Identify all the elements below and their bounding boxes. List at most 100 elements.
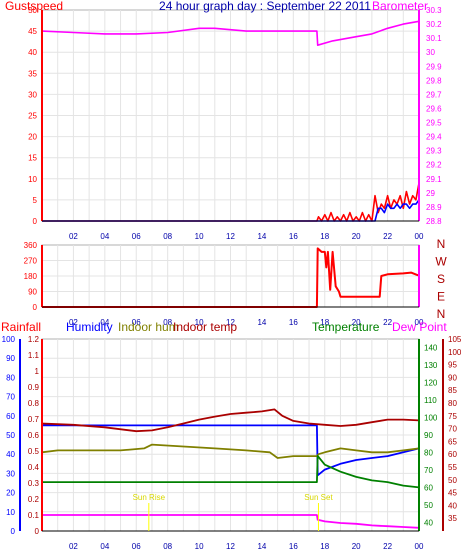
x-tick-label: 18 xyxy=(320,542,329,551)
gustspeed-tick-label: 30 xyxy=(28,90,37,99)
rainfall-tick-label: 0 xyxy=(35,527,40,536)
compass-label: N xyxy=(437,307,446,321)
x-tick-label: 08 xyxy=(163,318,172,327)
x-tick-label: 04 xyxy=(100,542,109,551)
x-tick-label: 00 xyxy=(415,318,424,327)
x-tick-label: 12 xyxy=(226,232,235,241)
humidity-tick-label: 70 xyxy=(6,393,15,402)
indoor-temp-tick-label: 55 xyxy=(448,463,457,472)
indoor-temp-tick-label: 45 xyxy=(448,489,457,498)
direction-tick-label: 360 xyxy=(24,241,38,250)
temperature-tick-label: 140 xyxy=(424,344,438,353)
humidity-tick-label: 20 xyxy=(6,489,15,498)
direction-tick-label: 0 xyxy=(33,303,38,312)
legend-label: Indoor temp xyxy=(173,320,237,334)
x-tick-label: 00 xyxy=(415,232,424,241)
indoor-temp-tick-label: 35 xyxy=(448,514,457,523)
barometer-tick-label: 29.9 xyxy=(426,62,442,71)
humidity-tick-label: 30 xyxy=(6,469,15,478)
temperature-tick-label: 110 xyxy=(424,396,437,405)
x-tick-label: 20 xyxy=(352,318,361,327)
x-tick-label: 02 xyxy=(69,318,78,327)
x-tick-label: 02 xyxy=(69,542,78,551)
gustspeed-tick-label: 40 xyxy=(28,48,37,57)
gustspeed-tick-label: 45 xyxy=(28,27,37,36)
indoor-temp-tick-label: 50 xyxy=(448,476,457,485)
barometer-tick-label: 29.7 xyxy=(426,90,442,99)
humidity-tick-label: 10 xyxy=(6,508,15,517)
humidity-tick-label: 80 xyxy=(6,373,15,382)
temperature-tick-label: 40 xyxy=(424,518,433,527)
legend-label: Dew Point xyxy=(392,320,447,334)
indoor-temp-tick-label: 80 xyxy=(448,399,457,408)
x-tick-label: 22 xyxy=(383,318,392,327)
x-tick-label: 12 xyxy=(226,318,235,327)
x-tick-label: 18 xyxy=(320,232,329,241)
series-line-barometer xyxy=(41,20,420,47)
barometer-tick-label: 29.3 xyxy=(426,147,442,156)
series-line-temperature xyxy=(42,454,420,489)
x-tick-label: 16 xyxy=(289,232,298,241)
temperature-tick-label: 70 xyxy=(424,466,433,475)
series-line-indoor-hum xyxy=(41,443,420,459)
x-tick-label: 22 xyxy=(383,232,392,241)
indoor-temp-tick-label: 105 xyxy=(448,335,462,344)
gustspeed-axis-label: Gustspeed xyxy=(5,0,63,13)
x-tick-label: 00 xyxy=(415,542,424,551)
x-tick-label: 14 xyxy=(257,232,266,241)
indoor-temp-tick-label: 40 xyxy=(448,501,457,510)
x-tick-label: 04 xyxy=(100,232,109,241)
barometer-tick-label: 29 xyxy=(426,189,435,198)
humidity-tick-label: 60 xyxy=(6,412,15,421)
gustspeed-tick-label: 0 xyxy=(33,217,38,226)
legend-label: Indoor hum xyxy=(118,320,179,334)
temperature-tick-label: 130 xyxy=(424,361,438,370)
barometer-tick-label: 29.1 xyxy=(426,175,442,184)
indoor-temp-tick-label: 100 xyxy=(448,348,462,357)
barometer-tick-label: 30 xyxy=(426,48,435,57)
barometer-tick-label: 30.1 xyxy=(426,34,442,43)
indoor-temp-tick-label: 90 xyxy=(448,373,457,382)
x-tick-label: 10 xyxy=(195,232,204,241)
x-tick-label: 14 xyxy=(257,542,266,551)
direction-tick-label: 270 xyxy=(24,257,38,266)
x-tick-label: 06 xyxy=(132,542,141,551)
rainfall-tick-label: 0.1 xyxy=(28,511,40,520)
gustspeed-tick-label: 25 xyxy=(28,112,37,121)
humidity-tick-label: 100 xyxy=(2,335,16,344)
barometer-tick-label: 28.9 xyxy=(426,203,442,212)
indoor-temp-tick-label: 75 xyxy=(448,412,457,421)
x-tick-label: 16 xyxy=(289,318,298,327)
humidity-tick-label: 40 xyxy=(6,450,15,459)
x-tick-label: 20 xyxy=(352,542,361,551)
barometer-tick-label: 30.3 xyxy=(426,6,442,15)
gustspeed-tick-label: 35 xyxy=(28,69,37,78)
x-tick-label: 16 xyxy=(289,542,298,551)
rainfall-tick-label: 0.4 xyxy=(28,463,40,472)
x-tick-label: 18 xyxy=(320,318,329,327)
series-line-dew-point xyxy=(42,514,420,529)
x-tick-label: 02 xyxy=(69,232,78,241)
x-tick-label: 12 xyxy=(226,542,235,551)
gustspeed-tick-label: 20 xyxy=(28,133,37,142)
compass-label: E xyxy=(437,290,445,304)
rainfall-tick-label: 1.1 xyxy=(28,351,40,360)
series-line-wind-direction xyxy=(42,247,419,308)
x-tick-label: 10 xyxy=(195,318,204,327)
x-tick-label: 20 xyxy=(352,232,361,241)
gustspeed-tick-label: 15 xyxy=(28,154,37,163)
temperature-tick-label: 80 xyxy=(424,448,433,457)
humidity-tick-label: 90 xyxy=(6,354,15,363)
legend-label: Humidity xyxy=(66,320,113,334)
rainfall-tick-label: 0.5 xyxy=(28,447,40,456)
top-panel: Gustspeed 24 hour graph day : September … xyxy=(5,0,442,241)
barometer-tick-label: 29.6 xyxy=(426,104,442,113)
series-line-windspeed xyxy=(42,199,420,222)
rainfall-tick-label: 0.9 xyxy=(28,383,40,392)
indoor-temp-tick-label: 60 xyxy=(448,450,457,459)
series-line-humidity xyxy=(42,424,420,477)
x-tick-label: 10 xyxy=(195,542,204,551)
rainfall-tick-label: 0.2 xyxy=(28,495,40,504)
temperature-tick-label: 60 xyxy=(424,483,433,492)
